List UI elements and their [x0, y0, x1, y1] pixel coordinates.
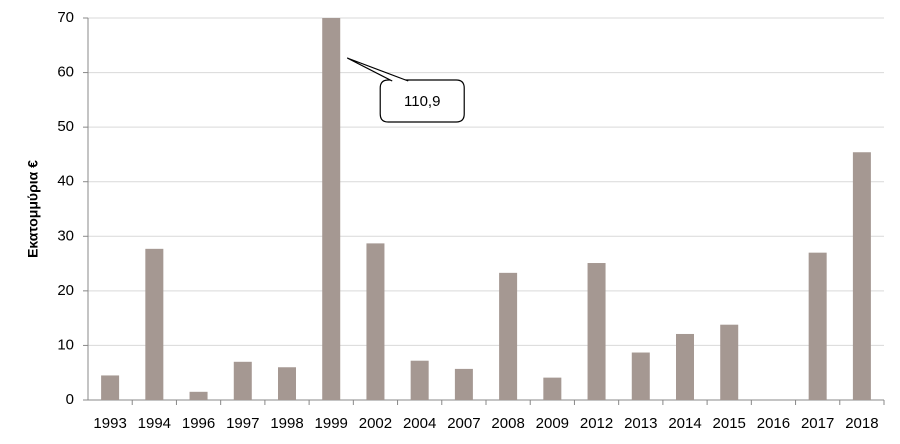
y-tick-label: 0: [66, 391, 74, 408]
x-tick-label: 2004: [403, 415, 436, 432]
x-tick-label: 1998: [270, 415, 303, 432]
callout-pointer: [346, 57, 409, 82]
bar: [720, 324, 739, 400]
x-tick-label: 1997: [226, 415, 259, 432]
bar: [145, 248, 164, 400]
x-tick-label: 2013: [624, 415, 657, 432]
bar: [366, 243, 385, 400]
y-axis-title: Εκατομμύρια €: [25, 160, 41, 258]
bar: [189, 391, 208, 400]
y-tick-label: 70: [57, 9, 74, 26]
bar: [631, 352, 650, 400]
y-tick-label: 50: [57, 118, 74, 135]
x-tick-label: 2002: [359, 415, 392, 432]
x-tick-label: 1993: [93, 415, 126, 432]
y-tick-label: 30: [57, 227, 74, 244]
y-tick-label: 40: [57, 173, 74, 190]
x-tick-label: 1996: [182, 415, 215, 432]
bar: [543, 377, 562, 400]
bar: [676, 333, 694, 400]
plot-area: [101, 18, 871, 400]
x-tick-label: 2007: [447, 415, 480, 432]
bar: [101, 375, 120, 400]
bar: [322, 18, 341, 400]
x-tick-label: 2017: [801, 415, 834, 432]
bar: [278, 367, 296, 400]
x-tick-label: 2012: [580, 415, 613, 432]
y-tick-label: 10: [57, 336, 74, 353]
bar: [587, 263, 606, 400]
x-tick-label: 1994: [138, 415, 171, 432]
bar: [499, 272, 518, 400]
x-tick-label: 2008: [491, 415, 524, 432]
y-tick-label: 20: [57, 282, 74, 299]
x-tick-label: 2018: [845, 415, 878, 432]
bar: [454, 368, 473, 400]
callout-box: [379, 79, 465, 123]
bar: [410, 360, 429, 400]
bar: [808, 252, 827, 400]
x-tick-label: 2014: [668, 415, 701, 432]
value-label: 110,9: [404, 93, 440, 110]
x-tick-label: 2016: [757, 415, 790, 432]
bar: [852, 152, 871, 400]
x-tick-label: 2009: [536, 415, 569, 432]
x-tick-label: 2015: [713, 415, 746, 432]
y-tick-label: 60: [57, 64, 74, 81]
bar: [233, 361, 252, 400]
x-tick-label: 1999: [315, 415, 348, 432]
